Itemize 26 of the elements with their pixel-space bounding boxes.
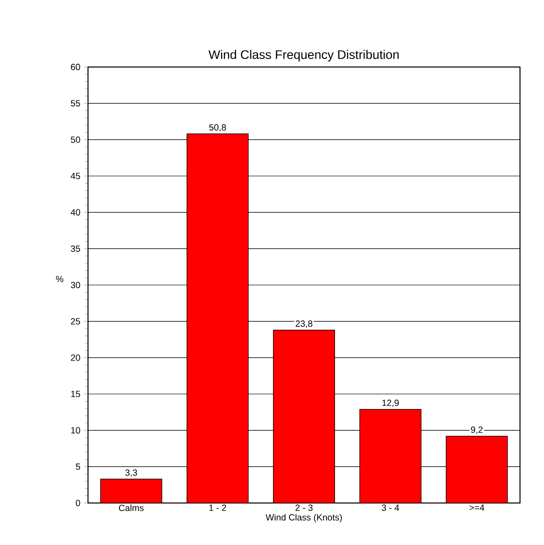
x-tick-label: Calms (118, 504, 144, 512)
data-label: 50,8 (209, 124, 226, 132)
x-tick-label: >=4 (470, 504, 484, 511)
y-tick-label: 60 (70, 64, 80, 70)
x-tick-label: 1 - 2 (209, 504, 226, 511)
data-label: 3,3 (125, 469, 138, 477)
y-tick-label: 40 (70, 209, 80, 216)
y-axis-title: % (56, 276, 64, 282)
y-tick-label: 35 (70, 245, 80, 252)
y-tick-label: 55 (70, 100, 80, 106)
y-tick-label: 50 (70, 136, 80, 143)
y-tick-label: 5 (76, 464, 80, 470)
y-tick-label: 15 (71, 390, 80, 398)
x-tick-label: 3 - 4 (382, 504, 400, 511)
y-tick-label: 20 (70, 354, 80, 361)
data-label: 12,9 (382, 400, 399, 408)
chart-title: Wind Class Frequency Distribution (208, 50, 399, 62)
data-label: 9,2 (471, 426, 483, 434)
y-tick-label: 0 (76, 500, 80, 506)
y-tick-label: 25 (70, 318, 80, 325)
y-tick-label: 45 (70, 172, 80, 180)
data-label: 23,8 (296, 320, 312, 328)
y-tick-label: 30 (70, 282, 80, 288)
x-axis-title: Wind Class (Knots) (266, 514, 342, 522)
y-tick-label: 10 (71, 427, 80, 434)
x-tick-label: 2 - 3 (295, 504, 313, 511)
